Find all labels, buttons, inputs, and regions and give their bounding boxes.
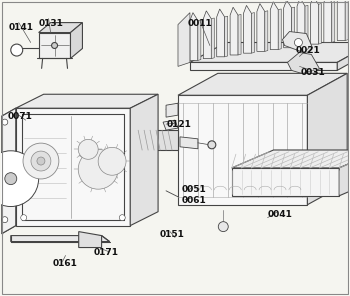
Polygon shape [318, 4, 321, 44]
Circle shape [78, 139, 98, 159]
Polygon shape [270, 2, 278, 49]
Polygon shape [178, 73, 347, 95]
Polygon shape [307, 73, 347, 205]
Polygon shape [16, 108, 130, 226]
Text: 0021: 0021 [295, 46, 320, 55]
Polygon shape [332, 2, 335, 42]
Polygon shape [217, 9, 225, 57]
Polygon shape [16, 94, 158, 108]
Polygon shape [11, 236, 110, 242]
Polygon shape [190, 43, 350, 62]
Polygon shape [211, 18, 214, 59]
Circle shape [98, 147, 126, 175]
Circle shape [11, 44, 23, 56]
Polygon shape [282, 32, 312, 54]
Polygon shape [38, 33, 70, 58]
Text: 0011: 0011 [188, 19, 213, 28]
Polygon shape [70, 22, 83, 58]
Circle shape [119, 215, 125, 221]
Polygon shape [305, 5, 308, 46]
Text: 0161: 0161 [52, 260, 77, 268]
Polygon shape [257, 4, 265, 52]
Polygon shape [297, 0, 305, 46]
Polygon shape [180, 137, 198, 149]
Polygon shape [79, 231, 101, 247]
Text: 0151: 0151 [160, 230, 185, 239]
Circle shape [0, 151, 38, 207]
Polygon shape [337, 43, 350, 70]
Circle shape [37, 157, 45, 165]
Circle shape [51, 43, 57, 49]
Polygon shape [230, 7, 238, 55]
Polygon shape [238, 14, 241, 55]
Polygon shape [2, 108, 16, 234]
Polygon shape [203, 11, 211, 59]
Text: 0071: 0071 [8, 112, 33, 121]
Circle shape [31, 151, 51, 171]
Polygon shape [190, 13, 198, 60]
Circle shape [5, 173, 17, 185]
Polygon shape [265, 11, 268, 52]
Polygon shape [292, 7, 295, 48]
Polygon shape [163, 120, 178, 130]
Circle shape [21, 215, 27, 221]
Text: 0131: 0131 [38, 19, 63, 28]
Polygon shape [287, 52, 319, 76]
Polygon shape [130, 94, 158, 226]
Polygon shape [136, 130, 178, 150]
Text: 0141: 0141 [9, 22, 34, 32]
Circle shape [294, 38, 302, 46]
Polygon shape [345, 0, 348, 41]
Polygon shape [251, 12, 254, 53]
Polygon shape [310, 0, 318, 44]
Polygon shape [278, 9, 281, 49]
Circle shape [208, 141, 216, 149]
Polygon shape [339, 150, 350, 196]
Polygon shape [244, 5, 251, 53]
Polygon shape [284, 0, 292, 48]
Polygon shape [337, 0, 345, 41]
Circle shape [2, 119, 8, 125]
Text: 0171: 0171 [93, 247, 118, 257]
Circle shape [2, 217, 8, 223]
Text: 0031: 0031 [300, 68, 325, 77]
Text: 0121: 0121 [167, 120, 192, 129]
Polygon shape [198, 20, 201, 60]
Text: 0051: 0051 [182, 185, 207, 194]
Text: 0061: 0061 [182, 196, 207, 205]
Polygon shape [324, 0, 332, 42]
Polygon shape [190, 62, 337, 70]
Circle shape [23, 143, 59, 179]
Polygon shape [232, 150, 350, 168]
Text: 0041: 0041 [267, 210, 293, 219]
Polygon shape [178, 13, 190, 66]
Polygon shape [38, 22, 83, 33]
Polygon shape [225, 16, 228, 57]
Polygon shape [166, 103, 178, 117]
Circle shape [218, 222, 228, 231]
Polygon shape [232, 168, 339, 196]
Polygon shape [132, 130, 136, 150]
Polygon shape [178, 95, 307, 205]
Circle shape [78, 149, 118, 189]
